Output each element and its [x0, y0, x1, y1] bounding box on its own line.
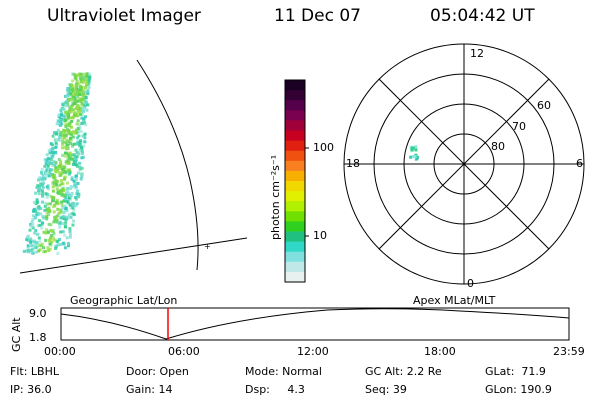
colorbar-step [285, 170, 305, 182]
colorbar-step [285, 221, 305, 233]
limb-line [136, 59, 199, 271]
altitude-curve [60, 308, 570, 340]
timeline-x-tick-2359: 23:59 [553, 345, 585, 358]
status-gain: Gain: 14 [126, 383, 173, 396]
timeline-x-tick-0000: 00:00 [44, 345, 76, 358]
colorbar-step [285, 110, 305, 121]
colorbar-tick-label-100: 100 [313, 141, 334, 154]
timeline-left-title: Geographic Lat/Lon [70, 294, 178, 307]
status-ip: IP: 36.0 [10, 383, 52, 396]
sub-point-marker: + [204, 242, 211, 251]
instrument-title: Ultraviolet Imager [47, 6, 201, 26]
colorbar-step [285, 150, 305, 162]
status-dsp: Dsp: 4.3 [245, 383, 305, 396]
colorbar-step [285, 191, 305, 202]
colorbar-tick-label-10: 10 [313, 229, 327, 242]
timeline-frame [60, 307, 570, 341]
colorbar-step [285, 100, 305, 111]
horizon-line [19, 237, 248, 274]
lat-label-70: 70 [512, 120, 526, 133]
colorbar-gradient [285, 80, 305, 283]
time-label: 05:04:42 UT [430, 6, 535, 26]
status-seq: Seq: 39 [365, 383, 407, 396]
timeline-y-tick-min: 1.8 [29, 331, 47, 344]
mlt-label-12: 12 [470, 47, 484, 60]
colorbar-step [285, 181, 305, 192]
colorbar-step [285, 271, 305, 283]
date-label: 11 Dec 07 [274, 6, 361, 26]
status-filter: Flt: LBHL [10, 365, 59, 378]
colorbar-step [285, 140, 305, 152]
colorbar-step [285, 241, 305, 253]
colorbar-step [285, 251, 305, 263]
status-glat: GLat: 71.9 [485, 365, 546, 378]
colorbar-step [285, 201, 305, 212]
colorbar-step [285, 80, 305, 91]
timeline-y-tick-max: 9.0 [29, 307, 47, 320]
polar-aurora-patch [409, 145, 419, 161]
colorbar-step [285, 120, 305, 132]
status-glon: GLon: 190.9 [485, 383, 552, 396]
lat-label-80: 80 [491, 140, 505, 153]
mlt-label-6: 6 [576, 157, 583, 170]
meridian-diag-2 [378, 78, 550, 250]
colorbar-frame [284, 79, 306, 283]
colorbar-step [285, 211, 305, 222]
timeline-x-tick-1800: 18:00 [424, 345, 456, 358]
status-mode: Mode: Normal [245, 365, 322, 378]
timeline-right-title: Apex MLat/MLT [413, 294, 496, 307]
mlt-label-18: 18 [346, 157, 360, 170]
colorbar-step [285, 160, 305, 172]
colorbar-step [285, 261, 305, 273]
colorbar-step [285, 130, 305, 142]
timeline-x-tick-1200: 12:00 [297, 345, 329, 358]
status-gc-alt: GC Alt: 2.2 Re [365, 365, 442, 378]
lat-label-60: 60 [537, 99, 551, 112]
aurora-image [22, 72, 92, 255]
status-door: Door: Open [126, 365, 189, 378]
colorbar-step [285, 90, 305, 101]
mlt-label-0: 0 [467, 277, 474, 290]
timeline-x-tick-0600: 06:00 [168, 345, 200, 358]
colorbar-step [285, 231, 305, 243]
